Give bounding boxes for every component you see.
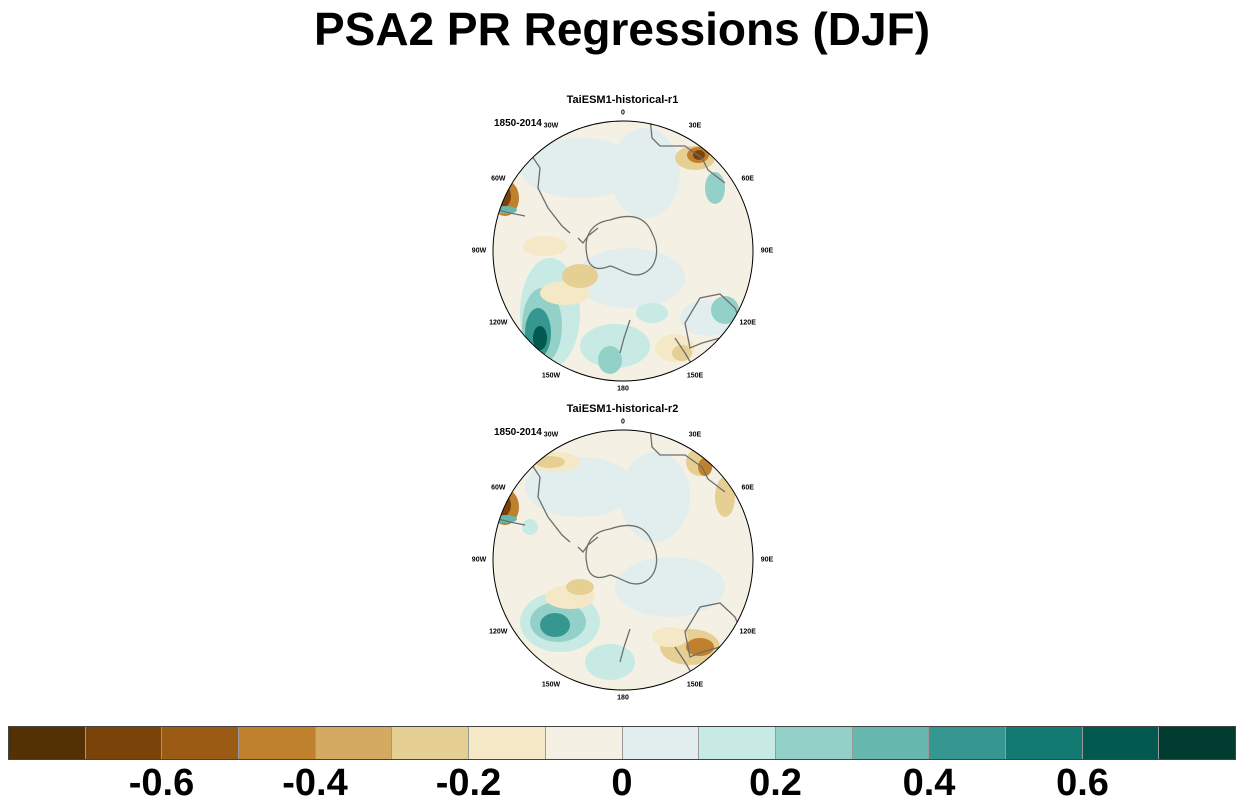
colorbar-segment: [85, 727, 163, 759]
colorbar-segment: [1159, 727, 1235, 759]
panel-title: TaiESM1-historical-r2: [566, 403, 679, 415]
colorbar-tick-label: -0.4: [282, 762, 348, 804]
colorbar-segment: [622, 727, 700, 759]
longitude-label: 60W: [491, 484, 506, 492]
longitude-label: 90E: [760, 556, 774, 564]
colorbar-segment: [239, 727, 316, 759]
precip-field: [493, 448, 735, 680]
period-label: 1850-2014: [494, 427, 542, 438]
colorbar-tick-label: -0.6: [128, 762, 195, 804]
colorbar-tick-label: -0.2: [435, 762, 502, 804]
panel-title: TaiESM1-historical-r1: [566, 94, 679, 106]
longitude-label: 30W: [543, 431, 559, 439]
longitude-label: 120E: [739, 628, 756, 636]
colorbar-segment: [392, 727, 470, 759]
longitude-label: 120W: [489, 319, 508, 327]
longitude-label: 90W: [471, 556, 487, 564]
longitude-label: 0: [621, 109, 625, 117]
figure-title: PSA2 PR Regressions (DJF): [313, 3, 931, 55]
colorbar-segment: [9, 727, 86, 759]
colorbar-segment: [315, 727, 393, 759]
colorbar-labels: -0.6 -0.4 -0.2 0 0.2 0.4 0.6: [8, 762, 1236, 804]
colorbar-segment: [545, 727, 623, 759]
longitude-label: 150W: [541, 372, 561, 380]
longitude-label: 120W: [489, 628, 508, 636]
longitude-label: 150E: [686, 681, 704, 689]
polar-map: [492, 120, 754, 382]
colorbar-segment: [1005, 727, 1083, 759]
colorbar-segment: [469, 727, 546, 759]
colorbar-tick-label: 0.6: [1056, 762, 1109, 804]
map-panel-r2: TaiESM1-historical-r2 1850-2014: [470, 403, 775, 707]
colorbar: [8, 726, 1236, 760]
longitude-label: 30W: [543, 122, 559, 130]
colorbar-tick-label: 0.4: [902, 762, 956, 804]
colorbar-segment: [929, 727, 1006, 759]
longitude-label: 90W: [471, 247, 487, 255]
polar-map: [492, 429, 754, 691]
precip-field: [493, 128, 739, 374]
longitude-label: 150E: [686, 372, 704, 380]
longitude-label: 60W: [491, 175, 506, 183]
colorbar-tick-label: 0: [611, 762, 633, 804]
longitude-label: 180: [617, 694, 629, 702]
longitude-label: 60E: [741, 175, 754, 183]
longitude-label: 30E: [688, 122, 702, 130]
longitude-label: 30E: [688, 431, 702, 439]
colorbar-segment: [699, 727, 776, 759]
colorbar-segment: [852, 727, 930, 759]
colorbar-segment: [775, 727, 853, 759]
map-panel-r1: TaiESM1-historical-r1 1850-2014: [470, 94, 775, 398]
colorbar-tick-label: 0.2: [749, 762, 802, 804]
longitude-label: 90E: [760, 247, 774, 255]
period-label: 1850-2014: [494, 118, 542, 129]
longitude-label: 180: [617, 385, 629, 393]
colorbar-segment: [162, 727, 240, 759]
longitude-label: 60E: [741, 484, 754, 492]
longitude-label: 150W: [541, 681, 561, 689]
longitude-label: 120E: [739, 319, 756, 327]
longitude-label: 0: [621, 418, 625, 426]
colorbar-segment: [1082, 727, 1160, 759]
